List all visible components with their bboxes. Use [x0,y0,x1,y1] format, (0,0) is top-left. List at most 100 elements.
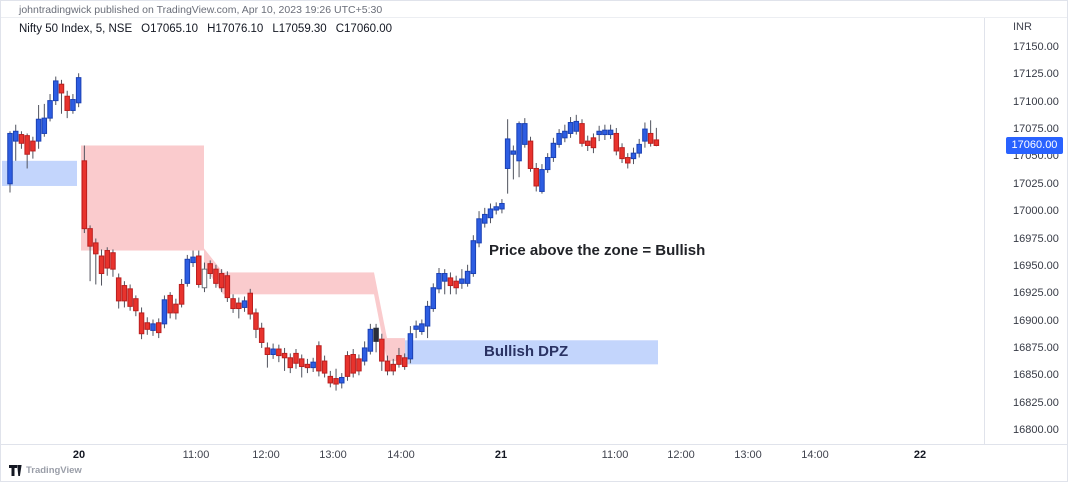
candle-up [470,240,477,275]
price-axis[interactable]: INR 17150.00 17125.00 17100.00 17075.00 1705… [984,17,1067,444]
price-tick-label: 17150.00 [1013,41,1059,53]
candle-down [264,347,271,355]
price-tick-label: 16950.00 [1013,259,1059,272]
candle-down [121,285,128,302]
candle-down [527,140,534,169]
candle-up [75,77,82,104]
supply-zone-1[interactable] [81,145,204,251]
ohlc-low: L17059.30 [272,23,327,35]
price-tick-label: 17025.00 [1013,177,1059,190]
candle-down [247,292,253,315]
candle-up [270,348,276,355]
time-tick-label: 13:00 [319,449,347,461]
tradingview-watermark[interactable]: TradingView [9,462,82,478]
candle-down [293,352,299,364]
time-tick-label: 12:00 [667,449,695,461]
candle-down [281,352,288,359]
chart-pane[interactable]: Price above the zone = Bullish Bullish DP… [1,17,987,444]
candle-up [459,278,465,284]
candle-down [653,139,660,146]
candle-up [556,132,562,145]
candle-down [304,363,311,369]
candle-up [493,206,499,211]
price-tick-label: 16900.00 [1013,314,1059,327]
snapshot-header: johntradingwick published on TradingView… [1,1,1067,18]
time-axis[interactable]: 20 11:00 12:00 13:00 14:00 21 11:00 12:00 13:00 1… [1,444,1067,467]
time-tick-label: 12:00 [252,449,280,461]
candle-down [316,345,322,372]
candle-up [12,130,19,142]
candle-up [367,328,374,352]
time-tick-label: 14:00 [801,449,829,461]
candle-down [390,363,396,372]
candle-up [441,273,448,282]
price-tick-label: 17100.00 [1013,95,1059,108]
candle-up [53,80,59,102]
left-demand-zone[interactable] [2,160,77,186]
candle-up [607,129,614,136]
annotation-bullish-dpz[interactable]: Bullish DPZ [484,343,569,360]
time-tick-day-label: 22 [913,449,927,461]
candle-down [276,348,282,357]
time-tick-label: 14:00 [387,449,415,461]
candlestick-chart[interactable] [1,17,987,444]
candle-down [584,140,591,146]
candle-up [642,128,648,142]
symbol-legend[interactable]: Nifty 50 Index, 5, NSE O17065.10 H17076.10… [19,23,401,35]
candle-down [344,355,351,377]
price-tick-label: 17125.00 [1013,68,1059,81]
candle-down [93,242,99,255]
candle-down [258,327,265,343]
candle-down [253,312,259,330]
candle-down [236,302,242,310]
candle-down [379,338,385,362]
annotation-price-above-zone[interactable]: Price above the zone = Bullish [489,242,706,259]
candle-down [115,277,122,302]
candle-up [161,299,168,325]
candle-up [630,152,637,160]
candle-up [522,123,528,145]
candle-down [98,255,105,275]
time-tick-day-label: 20 [72,449,86,461]
symbol-title[interactable]: Nifty 50 Index, 5, NSE [19,23,133,35]
candle-down [396,355,402,365]
candle-down [155,322,162,334]
candle-up [7,132,13,185]
candle-down [24,135,30,155]
candle-up [573,120,580,132]
candle-black [373,327,379,342]
candle-up [464,270,471,284]
supply-zone-2[interactable] [223,272,374,295]
candle-down [87,228,93,247]
candle-up [70,99,76,111]
candle-down [167,294,173,314]
candle-up [407,333,414,360]
price-tick-label: 16825.00 [1013,396,1059,409]
candle-down [196,255,202,285]
candle-up [539,169,545,192]
price-tick-label: 16975.00 [1013,232,1059,245]
candle-down [287,357,294,369]
candle-down [173,303,179,314]
candle-up [413,325,419,330]
candle-down [453,280,459,289]
candle-down [138,312,145,335]
candle-up [516,123,522,162]
candle-up [544,157,551,171]
candle-down [401,357,408,368]
candle-down [64,95,70,111]
candle-down [224,275,231,299]
candle-down [350,353,356,374]
candle-down [207,263,213,275]
candle-up [47,100,53,119]
candle-up [482,213,488,224]
candle-down [447,277,454,287]
candle-down [133,298,139,312]
candle-down [81,160,88,230]
price-tick-label: 16850.00 [1013,369,1059,382]
candle-up [550,142,557,159]
candle-down [144,322,151,330]
candle-up [567,122,574,134]
bullish-dpz-zone[interactable] [405,340,658,365]
